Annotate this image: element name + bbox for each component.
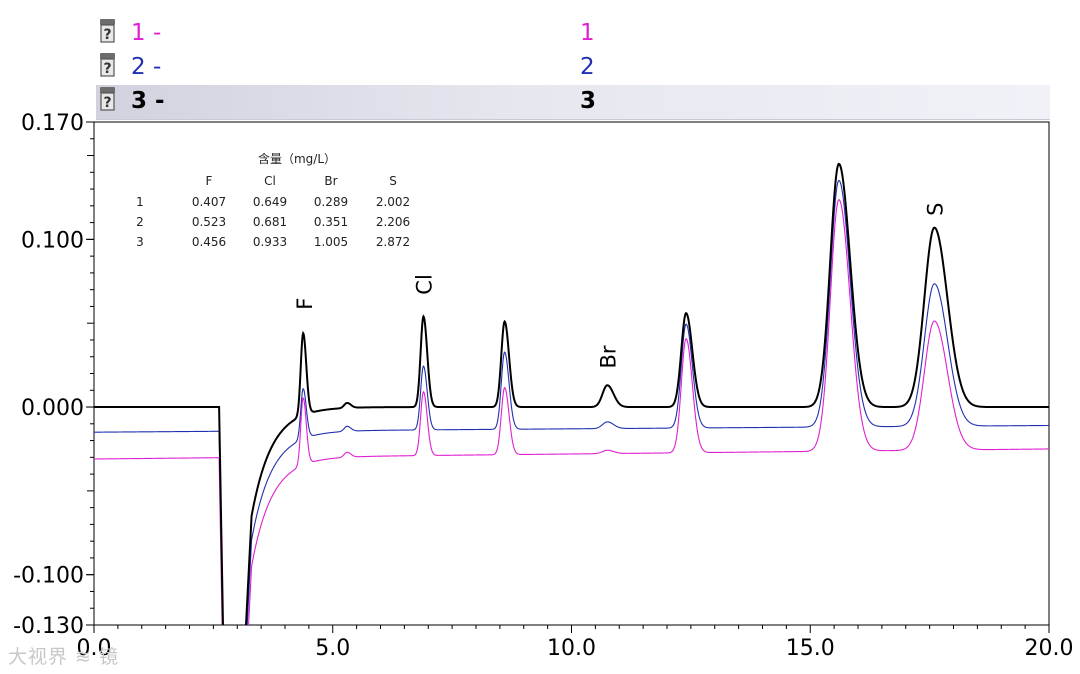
legend-label: 2 - [131,54,162,80]
y-tick-label: -0.130 [13,614,84,639]
x-tick-label: 20.0 [1025,636,1074,661]
table-title: 含量（mg/L） [258,151,336,166]
table-cell: 0.407 [192,195,226,209]
svg-text:?: ? [103,27,111,43]
peak-labels: F Cl Br S [293,203,947,369]
watermark: 大视界 ≋ 镜 [8,646,119,668]
table-cell: 2.872 [376,235,410,249]
peak-label: F [293,298,317,310]
legend-right-label: 2 [580,54,595,80]
y-tick-label: 0.000 [21,396,84,421]
trace-2 [94,179,1049,625]
peak-label: Cl [412,274,436,295]
legend-right-label: 1 [580,20,595,46]
table-cell: 3 [136,235,144,249]
y-axis: 0.170 0.100 0.000 -0.100 -0.130 [13,111,94,639]
x-tick-label: 15.0 [786,636,835,661]
unknown-sample-icon: ? [100,87,115,111]
x-tick-label: 5.0 [315,636,350,661]
table-cell: 0.649 [253,195,287,209]
legend: ? 1 - 1 ? 2 - 2 ? 3 - 3 [96,17,1050,120]
unknown-sample-icon: ? [100,53,115,77]
y-tick-label: 0.100 [21,228,84,253]
table-cell: 0.933 [253,235,287,249]
legend-label: 1 - [131,20,162,46]
legend-row-2[interactable]: ? 2 - 2 [96,51,1050,85]
svg-text:?: ? [103,61,111,77]
content-table: 含量（mg/L） F Cl Br S 1 0.407 0.649 0.289 2… [136,151,410,249]
table-cell: 1 [136,195,144,209]
table-col-header: F [206,174,213,188]
trace-3 [94,162,1049,625]
y-tick-label: 0.170 [21,111,84,136]
table-cell: 2.002 [376,195,410,209]
table-cell: 2.206 [376,215,410,229]
plot-frame [93,121,1050,626]
table-col-header: S [389,174,397,188]
trace-1 [94,199,1049,625]
table-cell: 1.005 [314,235,348,249]
y-tick-label: -0.100 [13,564,84,589]
x-tick-label: 10.0 [547,636,596,661]
peak-label: Br [596,345,620,368]
table-cell: 2 [136,215,144,229]
traces [94,162,1049,625]
legend-row-1[interactable]: ? 1 - 1 [96,17,1050,51]
table-cell: 0.456 [192,235,226,249]
table-cell: 0.681 [253,215,287,229]
unknown-sample-icon: ? [100,19,115,43]
x-tick-label: 0.0 [77,636,112,661]
svg-text:?: ? [103,95,111,111]
peak-label: S [923,203,947,216]
table-col-header: Cl [264,174,276,188]
legend-right-label: 3 [580,88,597,114]
table-col-header: Br [324,174,337,188]
legend-label: 3 - [131,88,165,114]
table-cell: 0.289 [314,195,348,209]
legend-row-3[interactable]: ? 3 - 3 [96,85,1050,120]
table-cell: 0.351 [314,215,348,229]
table-cell: 0.523 [192,215,226,229]
x-axis: 0.0 5.0 10.0 15.0 20.0 [77,625,1074,661]
